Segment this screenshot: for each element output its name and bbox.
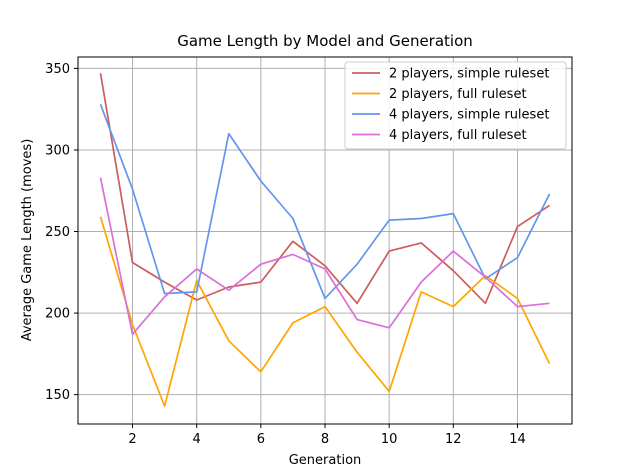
x-tick-label: 14	[509, 432, 526, 447]
x-tick-label: 10	[381, 432, 398, 447]
chart-title: Game Length by Model and Generation	[177, 32, 473, 50]
x-tick-label: 6	[257, 432, 265, 447]
x-tick-label: 8	[321, 432, 329, 447]
y-tick-label: 150	[45, 388, 70, 403]
legend: 2 players, simple ruleset 2 players, full…	[344, 61, 567, 150]
legend-label-3: 4 players, simple ruleset	[389, 108, 549, 123]
series-line-2	[99, 216, 551, 407]
legend-box	[344, 61, 567, 150]
x-tick-label: 12	[445, 432, 462, 447]
series-line-3	[99, 103, 551, 300]
y-tick-label: 250	[45, 225, 70, 240]
axis-ticks: 2 4 6 8 10 12 14 150 200 250 300 350	[45, 62, 526, 447]
x-tick-label: 2	[128, 432, 136, 447]
y-axis-label: Average Game Length (moves)	[20, 139, 35, 342]
series-layer	[99, 73, 551, 407]
series-line-4	[99, 177, 550, 336]
y-tick-label: 350	[45, 62, 70, 77]
legend-label-4: 4 players, full ruleset	[389, 128, 527, 143]
x-tick-label: 4	[193, 432, 201, 447]
y-tick-label: 200	[45, 307, 70, 322]
legend-label-1: 2 players, simple ruleset	[389, 67, 549, 82]
legend-label-2: 2 players, full ruleset	[389, 87, 527, 102]
x-axis-label: Generation	[289, 453, 362, 468]
y-tick-label: 300	[45, 143, 70, 158]
